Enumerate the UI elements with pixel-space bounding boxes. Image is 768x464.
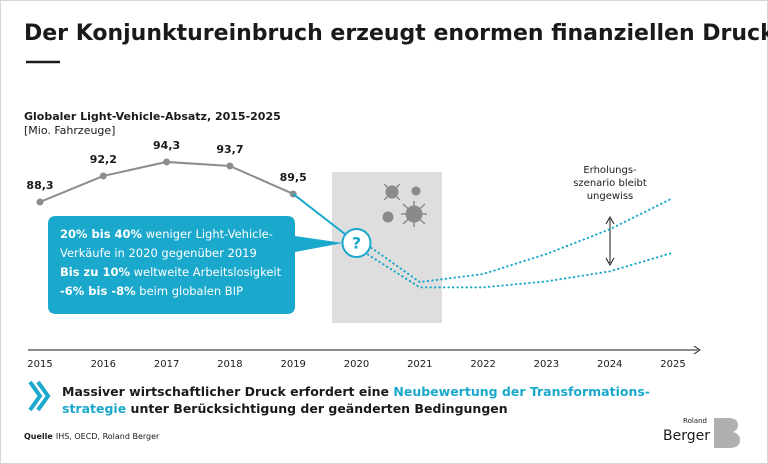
virus-icons	[382, 183, 427, 227]
message-icon	[28, 380, 51, 412]
callout	[48, 216, 343, 314]
x-tick-label: 2020	[344, 359, 369, 370]
point	[36, 198, 44, 206]
point	[163, 158, 171, 166]
data-label: 94,3	[153, 139, 180, 152]
text-line: -6% bis -8% beim globalen BIP	[60, 284, 243, 298]
x-tick-label: 2024	[597, 359, 622, 370]
x-tick-label: 2015	[27, 359, 52, 370]
text-line: strategie unter Berücksichtigung der geä…	[62, 401, 508, 416]
x-tick-label: 2019	[280, 359, 305, 370]
title: Der Konjunktureinbruch erzeugt enormen f…	[24, 21, 768, 46]
x-tick-label: 2017	[154, 359, 179, 370]
annotation: szenario bleibt	[573, 178, 647, 189]
text-part: 20% bis 40%	[60, 227, 143, 241]
text-line: Verkäufe in 2020 gegenüber 2019	[60, 246, 257, 260]
text-part: weniger Light-Vehicle-	[142, 227, 273, 241]
logo-mark	[714, 418, 740, 448]
logo-small: Roland	[683, 417, 707, 425]
series-line	[355, 196, 674, 284]
unit: [Mio. Fahrzeuge]	[24, 124, 115, 137]
text-part: Neubewertung der Transformations-	[393, 384, 650, 399]
source: Quelle IHS, OECD, Roland Berger	[24, 432, 160, 441]
text-part: Massiver wirtschaftlicher Druck erforder…	[62, 384, 393, 399]
series-line	[355, 246, 674, 289]
x-tick-label: 2025	[660, 359, 685, 370]
x-tick-label: 2018	[217, 359, 242, 370]
data-label: 93,7	[216, 143, 243, 156]
subtitle: Globaler Light-Vehicle-Absatz, 2015-2025	[24, 110, 281, 123]
callout-box	[48, 216, 343, 314]
annotation: ungewiss	[587, 191, 634, 202]
x-axis-arrow	[693, 345, 701, 355]
data-label: 92,2	[90, 153, 117, 166]
data-label: 88,3	[26, 179, 53, 192]
x-tick-label: 2016	[91, 359, 116, 370]
point	[99, 172, 107, 180]
text-part: -6% bis -8%	[60, 284, 136, 298]
question-circle	[341, 228, 372, 258]
data-label: 89,5	[280, 171, 307, 184]
text-part: beim globalen BIP	[136, 284, 243, 298]
text-line: 20% bis 40% weniger Light-Vehicle-	[60, 227, 273, 241]
source-text: IHS, OECD, Roland Berger	[56, 432, 160, 441]
x-tick-label: 2023	[534, 359, 559, 370]
logo-big: Berger	[663, 428, 710, 444]
point	[226, 162, 234, 170]
text-part: strategie	[62, 401, 126, 416]
text-line: Massiver wirtschaftlicher Druck erforder…	[62, 384, 650, 399]
source-label: Quelle	[24, 432, 53, 441]
text-part: Bis zu 10%	[60, 265, 130, 279]
text-part: Verkäufe in 2020 gegenüber 2019	[60, 246, 257, 260]
annotation: Erholungs-	[583, 165, 637, 176]
text-line: Bis zu 10% weltweite Arbeitslosigkeit	[60, 265, 282, 279]
x-tick-label: 2022	[470, 359, 495, 370]
range-arrow-heads	[605, 215, 615, 267]
text-part: weltweite Arbeitslosigkeit	[130, 265, 282, 279]
question-mark: ?	[352, 234, 361, 253]
text-part: unter Berücksichtigung der geänderten Be…	[126, 401, 507, 416]
x-tick-label: 2021	[407, 359, 432, 370]
